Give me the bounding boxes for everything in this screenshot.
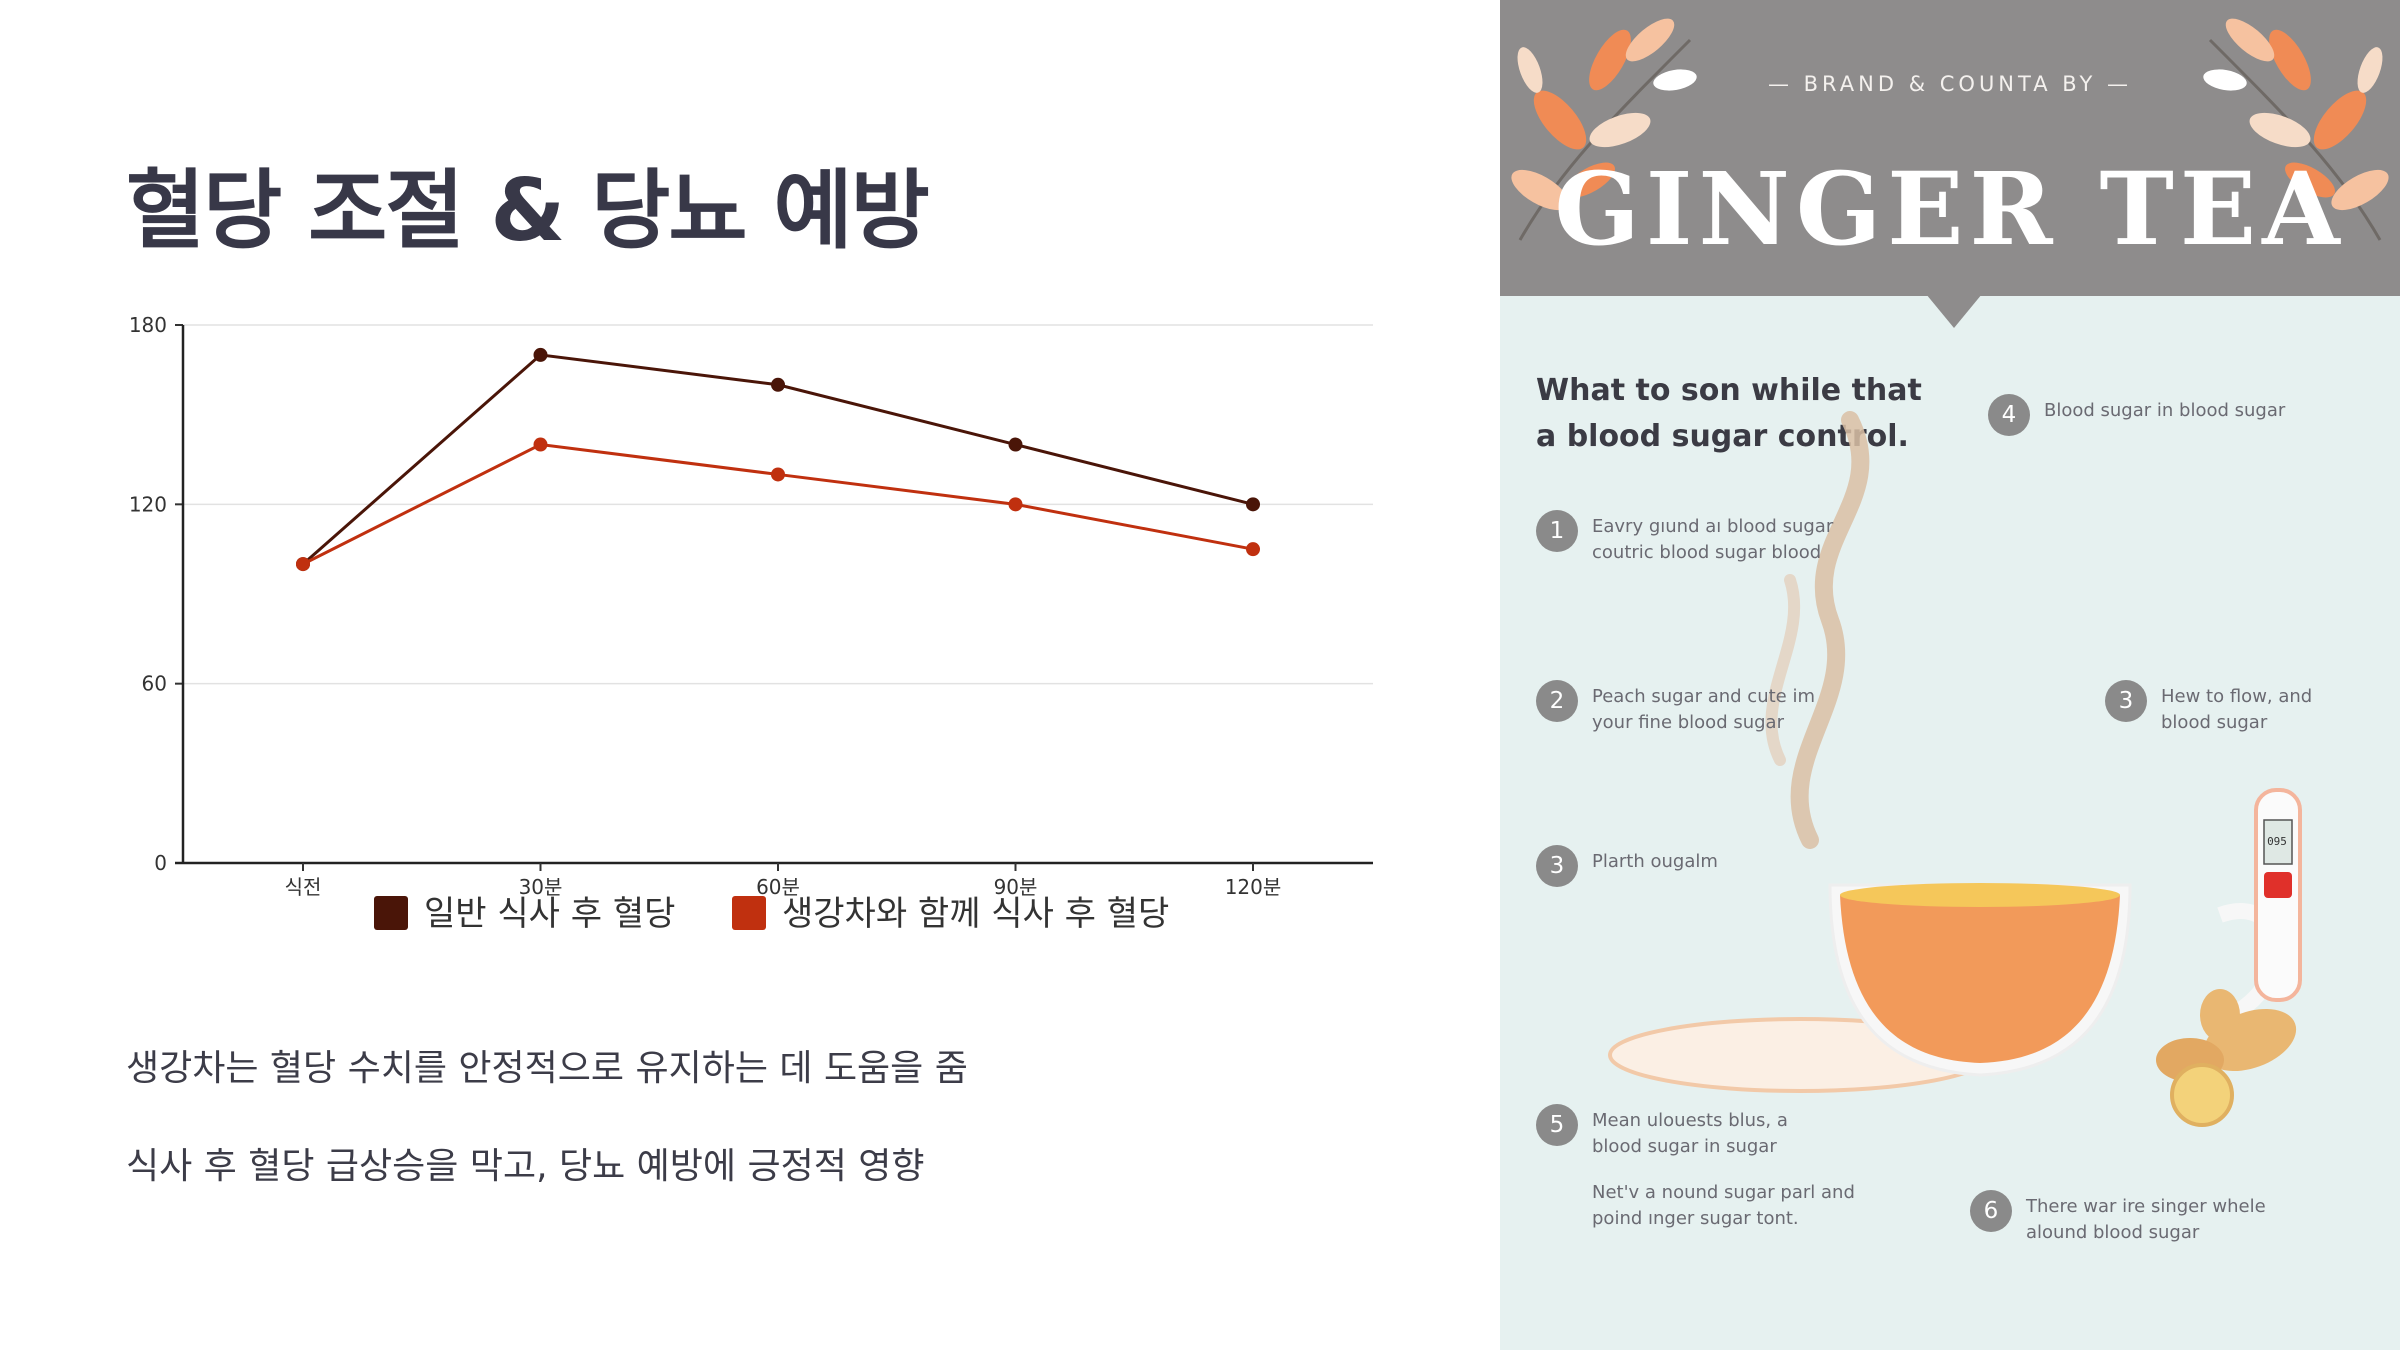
step-number: 5 — [1536, 1104, 1578, 1146]
brand-line: — BRAND & COUNTA BY — — [1767, 72, 2133, 96]
leaf-decoration-right-icon — [2203, 18, 2389, 241]
banner-pointer — [1926, 294, 1982, 328]
step-number: 6 — [1970, 1190, 2012, 1232]
leaf-decoration-left-icon — [1511, 18, 1697, 241]
y-tick-label: 180 — [129, 313, 167, 337]
step-number: 1 — [1536, 510, 1578, 552]
data-point — [1246, 542, 1260, 557]
step-extra-text: Net'v a nound sugar parl and poind ınger… — [1592, 1182, 1855, 1229]
ginger-tea-infographic: — BRAND & COUNTA BY — GINGER TEA What to… — [1500, 0, 2400, 1350]
infographic-title: GINGER TEA — [1554, 150, 2346, 268]
x-tick-label: 90분 — [994, 875, 1038, 899]
x-tick-label: 120분 — [1225, 875, 1282, 899]
tea-cup-illustration — [1608, 411, 2302, 1127]
bullet-list: 생강차는 혈당 수치를 안정적으로 유지하는 데 도움을 줌 식사 후 혈당 급… — [126, 1048, 968, 1244]
glucose-meter-icon — [2254, 788, 2302, 1002]
x-tick-label: 식전 — [285, 875, 322, 899]
x-tick-label: 60분 — [756, 875, 800, 899]
step-number: 3 — [2105, 680, 2147, 722]
bullet-item: 생강차는 혈당 수치를 안정적으로 유지하는 데 도움을 줌 — [126, 1048, 968, 1089]
step-text: Hew to flow, and blood sugar — [2161, 686, 2313, 733]
step-text: Blood sugar in blood sugar — [2044, 400, 2286, 421]
bullet-item: 식사 후 혈당 급상승을 막고, 당뇨 예방에 긍정적 영향 — [126, 1146, 925, 1187]
step-number: 4 — [1988, 394, 2030, 436]
legend-label: 일반 식사 후 혈당 — [424, 894, 675, 934]
data-point — [1008, 497, 1023, 512]
data-point — [1008, 437, 1023, 452]
y-tick-label: 0 — [154, 851, 167, 875]
step-text: Plarth ougalm — [1592, 851, 1718, 872]
data-point — [771, 467, 785, 482]
step-text: Eavry gıund aı blood sugar coutric blood… — [1592, 516, 1834, 563]
steam-icon — [1790, 411, 1870, 849]
legend-swatch — [732, 896, 766, 930]
x-tick-label: 30분 — [519, 875, 563, 899]
data-point — [296, 557, 310, 572]
step-text: Mean ulouests blus, a blood sugar in sug… — [1592, 1110, 1788, 1157]
legend-label: 생강차와 함께 식사 후 혈당 — [782, 894, 1169, 934]
meter-reading: 095 — [2267, 835, 2287, 848]
y-tick-label: 60 — [142, 672, 167, 696]
data-point — [1246, 497, 1260, 512]
step-number: 2 — [1536, 680, 1578, 722]
step-text: There war ire singer whele alound blood … — [2026, 1196, 2266, 1243]
y-tick-label: 120 — [129, 492, 167, 516]
legend-swatch — [374, 896, 408, 930]
page-title: 혈당 조절 & 당뇨 예방 — [126, 161, 930, 261]
data-point — [533, 347, 548, 362]
step-number: 3 — [1536, 845, 1578, 887]
ginger-root-icon — [2156, 989, 2297, 1127]
data-point — [533, 437, 548, 452]
step-text: Peach sugar and cute im your fine blood … — [1592, 686, 1815, 733]
data-point — [771, 377, 785, 392]
